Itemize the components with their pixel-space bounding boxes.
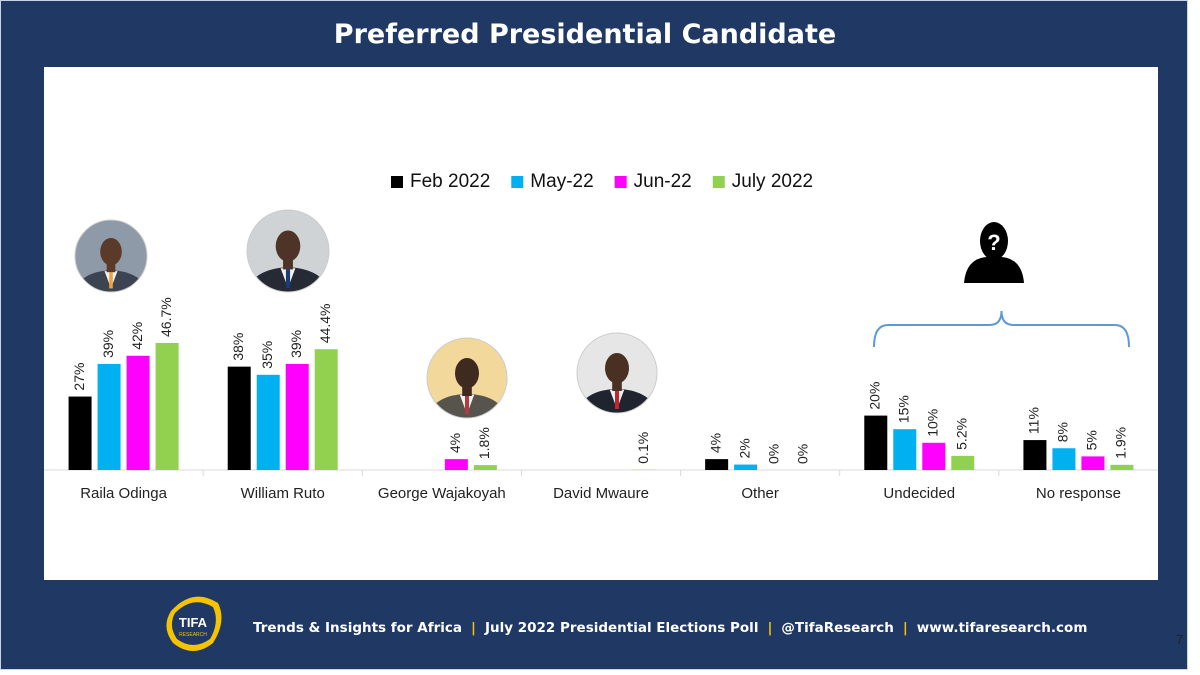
legend-swatch [712, 176, 725, 188]
data-label: 0.1% [635, 432, 651, 464]
data-label: 39% [100, 330, 116, 358]
legend-entry: Jun-22 [634, 171, 692, 192]
bar [1081, 456, 1105, 470]
bar [314, 349, 338, 470]
footer-poll: July 2022 Presidential Elections Poll [484, 620, 759, 636]
data-label: 8% [1055, 422, 1071, 442]
data-label: 38% [230, 333, 246, 361]
bar [1110, 464, 1134, 470]
footer-website[interactable]: www.tifaresearch.com [916, 620, 1088, 636]
data-label: 5% [1084, 430, 1100, 450]
bar [893, 429, 917, 470]
logo-text: TIFA [179, 615, 208, 630]
data-label: 0% [765, 444, 781, 464]
unknown-person-head [980, 222, 1008, 260]
data-label: 2% [736, 438, 752, 458]
bar [68, 396, 92, 470]
bar [734, 464, 758, 470]
bar [473, 465, 497, 470]
chart: Raila Odinga 27% 39% 42% 46.7% William Ruto 38… [44, 171, 1158, 502]
footer-separator: | [767, 620, 773, 636]
data-label: 4% [447, 433, 463, 453]
category-label: Raila Odinga [80, 485, 167, 502]
logo-core [171, 602, 216, 645]
category-label: No response [1036, 485, 1121, 502]
legend-swatch [391, 176, 403, 188]
data-label: 35% [259, 341, 275, 369]
legend-swatch [614, 176, 627, 188]
footer: Trends & Insights for Africa | July 2022 P… [253, 620, 1087, 636]
question-mark-icon: ? [987, 230, 1000, 255]
footer-separator: | [471, 620, 476, 636]
candidate-photo-george-wajakoyah [426, 337, 508, 419]
data-label: 5.2% [953, 418, 969, 450]
data-label: 1.9% [1113, 427, 1129, 459]
bar [285, 363, 309, 470]
bar [922, 442, 946, 470]
footer-tagline: Trends & Insights for Africa [253, 620, 463, 636]
page-number: 7 [1176, 632, 1184, 647]
data-label: 42% [129, 322, 145, 350]
bar [864, 415, 888, 470]
category-label: William Ruto [241, 485, 325, 502]
bar [126, 355, 150, 470]
candidate-photo-david-mwaure [576, 332, 658, 414]
data-label: 1.8% [476, 427, 492, 459]
category-label: Undecided [883, 485, 955, 502]
data-label: 44.4% [317, 304, 333, 344]
bar [1023, 440, 1047, 470]
bar [97, 363, 121, 470]
bar [1052, 448, 1076, 470]
legend-entry: July 2022 [732, 171, 813, 192]
logo-subtext: RESEARCH [179, 632, 207, 638]
data-label: 11% [1026, 407, 1042, 434]
chart-panel: Raila Odinga 27% 39% 42% 46.7% William Ruto 38… [44, 67, 1158, 580]
data-label: 4% [707, 433, 723, 453]
bar [256, 374, 280, 470]
bar [155, 342, 179, 470]
data-label: 0% [794, 444, 810, 464]
unknown-person-icon [964, 257, 1024, 283]
legend-entry: May-22 [530, 171, 593, 192]
category-label: Other [741, 485, 779, 502]
tifa-logo: TIFA RESEARCH [166, 596, 222, 651]
footer-handle[interactable]: @TifaResearch [781, 620, 894, 636]
data-label: 15% [895, 395, 911, 423]
data-label: 10% [924, 409, 940, 437]
legend-entry: Feb 2022 [410, 171, 490, 192]
bar [705, 459, 729, 470]
category-label: David Mwaure [553, 485, 649, 502]
data-label: 27% [71, 363, 87, 391]
bar [951, 455, 975, 470]
footer-separator: | [902, 620, 908, 636]
page-title: Preferred Presidential Candidate [333, 19, 837, 50]
candidate-photo-raila-odinga [74, 219, 148, 293]
data-label: 20% [866, 382, 882, 410]
bar [227, 366, 251, 470]
bracket-icon [873, 310, 1130, 348]
category-label: George Wajakoyah [378, 485, 506, 502]
candidate-photo-william-ruto [246, 209, 330, 293]
data-label: 46.7% [158, 297, 174, 337]
data-label: 39% [288, 330, 304, 358]
legend-swatch [511, 176, 524, 188]
bar [444, 459, 468, 470]
